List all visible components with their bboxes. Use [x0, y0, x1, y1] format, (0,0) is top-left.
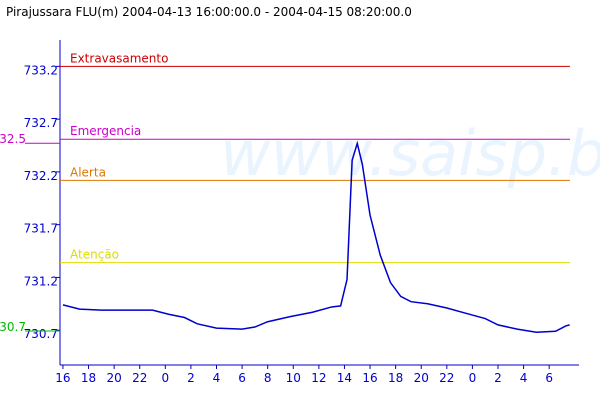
y-tick-label: 730.7: [24, 327, 58, 341]
x-tick-label: 6: [238, 371, 246, 385]
x-tick-label: 20: [414, 371, 429, 385]
x-tick-label: 12: [311, 371, 326, 385]
x-tick-label: 16: [55, 371, 70, 385]
x-tick-label: 2: [494, 371, 502, 385]
x-tick-label: 4: [520, 371, 528, 385]
x-tick-label: 4: [213, 371, 221, 385]
y-tick-label: 732.7: [24, 116, 58, 130]
x-tick-label: 10: [286, 371, 301, 385]
x-tick-label: 0: [469, 371, 477, 385]
threshold-label: Alerta: [70, 165, 106, 179]
y-tick-label: 733.2: [24, 63, 58, 77]
x-tick-label: 22: [132, 371, 147, 385]
x-tick-label: 6: [545, 371, 553, 385]
side-label: 732.5: [0, 132, 26, 146]
x-tick-label: 18: [388, 371, 403, 385]
x-tick-label: 2: [187, 371, 195, 385]
x-tick-label: 22: [439, 371, 454, 385]
series-line: [62, 140, 570, 334]
y-tick-label: 731.7: [24, 222, 58, 236]
x-tick-label: 18: [81, 371, 96, 385]
y-tick-label: 732.2: [24, 169, 58, 183]
chart-title: Pirajussara FLU(m) 2004-04-13 16:00:00.0…: [6, 5, 412, 19]
threshold-label: Atenção: [70, 248, 119, 262]
watermark: www.saisp.br: [220, 117, 600, 190]
y-tick-label: 731.2: [24, 274, 58, 288]
x-tick-label: 16: [362, 371, 377, 385]
threshold-label: Emergencia: [70, 124, 141, 138]
x-tick-label: 8: [264, 371, 272, 385]
x-tick-label: 14: [337, 371, 352, 385]
x-tick-label: 0: [161, 371, 169, 385]
threshold-label: Extravasamento: [70, 51, 168, 65]
x-tick-label: 20: [106, 371, 121, 385]
side-label: 730.7: [0, 320, 26, 334]
